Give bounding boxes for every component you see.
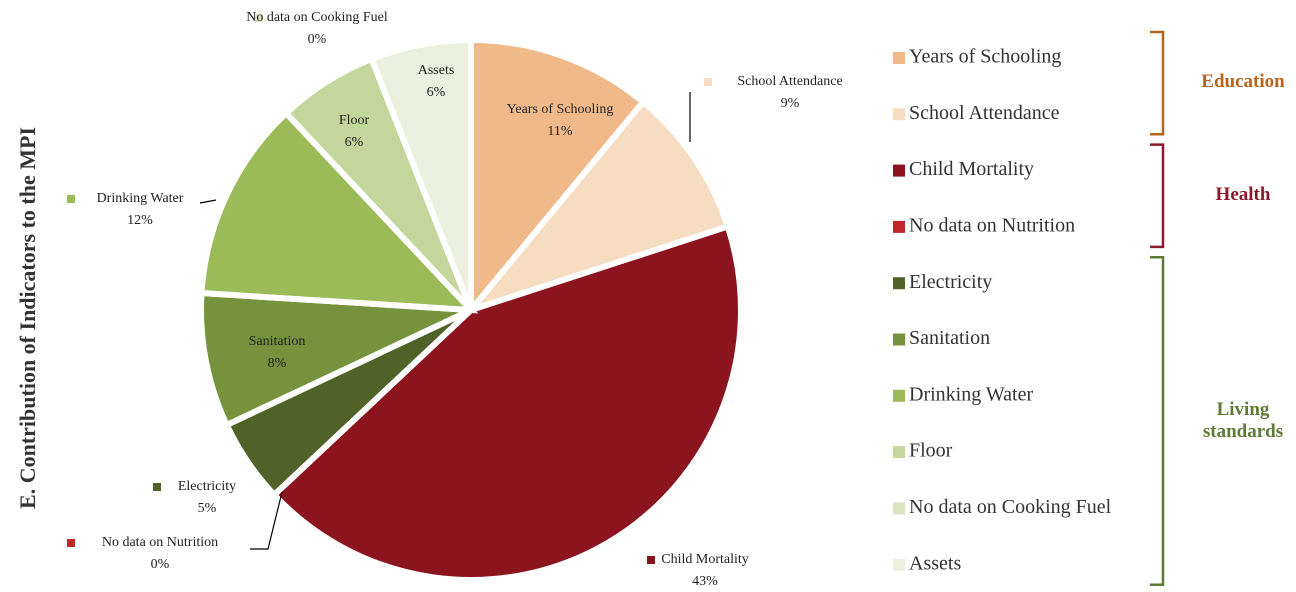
group-bracket <box>1150 143 1165 249</box>
pie-slice <box>468 36 648 319</box>
pie-slice <box>367 36 474 312</box>
slice-value-label: 9% <box>781 96 800 111</box>
legend-label: Sanitation <box>909 327 990 349</box>
group-label: Health <box>1215 183 1271 205</box>
group-label: Living standards <box>1202 398 1284 442</box>
slice-label: Sanitation <box>249 334 306 349</box>
pie-slice <box>462 97 732 317</box>
slice-label: Drinking Water <box>97 191 184 206</box>
label-marker <box>153 483 161 491</box>
label-marker <box>704 78 712 86</box>
slice-value-label: 8% <box>268 356 287 371</box>
slice-value-label: 0% <box>151 557 170 572</box>
leader-line <box>250 479 286 550</box>
legend-label: Drinking Water <box>909 383 1033 405</box>
pie-slice <box>269 222 744 583</box>
slice-value-label: 0% <box>308 32 327 47</box>
legend-label: Electricity <box>909 271 992 293</box>
label-marker <box>255 14 263 22</box>
pie-slice <box>198 108 479 314</box>
legend-label: Assets <box>909 552 961 574</box>
group-label: Education <box>1201 71 1285 93</box>
slice-label: No data on Nutrition <box>102 535 218 550</box>
legend-swatch <box>893 389 905 402</box>
slice-value-label: 6% <box>345 135 364 150</box>
slice-label: Electricity <box>178 479 236 494</box>
legend-label: Child Mortality <box>909 158 1034 180</box>
group-bracket <box>1150 30 1165 136</box>
slice-value-label: 11% <box>547 124 572 139</box>
group-bracket <box>1150 255 1165 586</box>
legend-label: No data on Nutrition <box>909 214 1075 236</box>
legend-swatch <box>893 333 905 346</box>
legend-swatch <box>893 558 905 571</box>
slice-value-label: 43% <box>692 574 718 587</box>
slice-label: Floor <box>339 113 370 128</box>
leader-line <box>199 199 217 204</box>
legend-label: School Attendance <box>909 102 1060 124</box>
legend-label: Years of Schooling <box>909 46 1061 68</box>
legend-swatch <box>893 277 905 290</box>
legend-label: No data on Cooking Fuel <box>909 496 1112 518</box>
pie-slice <box>198 289 473 429</box>
legend-label: Floor <box>909 440 953 462</box>
slice-label: Years of Schooling <box>507 102 614 117</box>
slice-value-label: 5% <box>198 501 217 516</box>
legend-swatch <box>893 52 905 64</box>
label-marker <box>67 195 75 203</box>
legend-swatch <box>893 164 905 177</box>
legend-swatch <box>893 108 905 121</box>
slice-label: Assets <box>418 63 455 78</box>
slice-label: Child Mortality <box>661 552 749 567</box>
legend-swatch <box>893 220 905 233</box>
label-marker <box>67 539 75 547</box>
slice-value-label: 12% <box>127 213 153 228</box>
slice-label: No data on Cooking Fuel <box>246 10 388 25</box>
legend-swatch <box>893 446 905 459</box>
chart-title: E. Contribution of Indicators to the MPI <box>15 127 40 509</box>
legend-swatch <box>893 502 905 515</box>
slice-value-label: 6% <box>427 85 446 100</box>
slice-label: School Attendance <box>737 74 842 89</box>
label-marker <box>647 556 655 564</box>
